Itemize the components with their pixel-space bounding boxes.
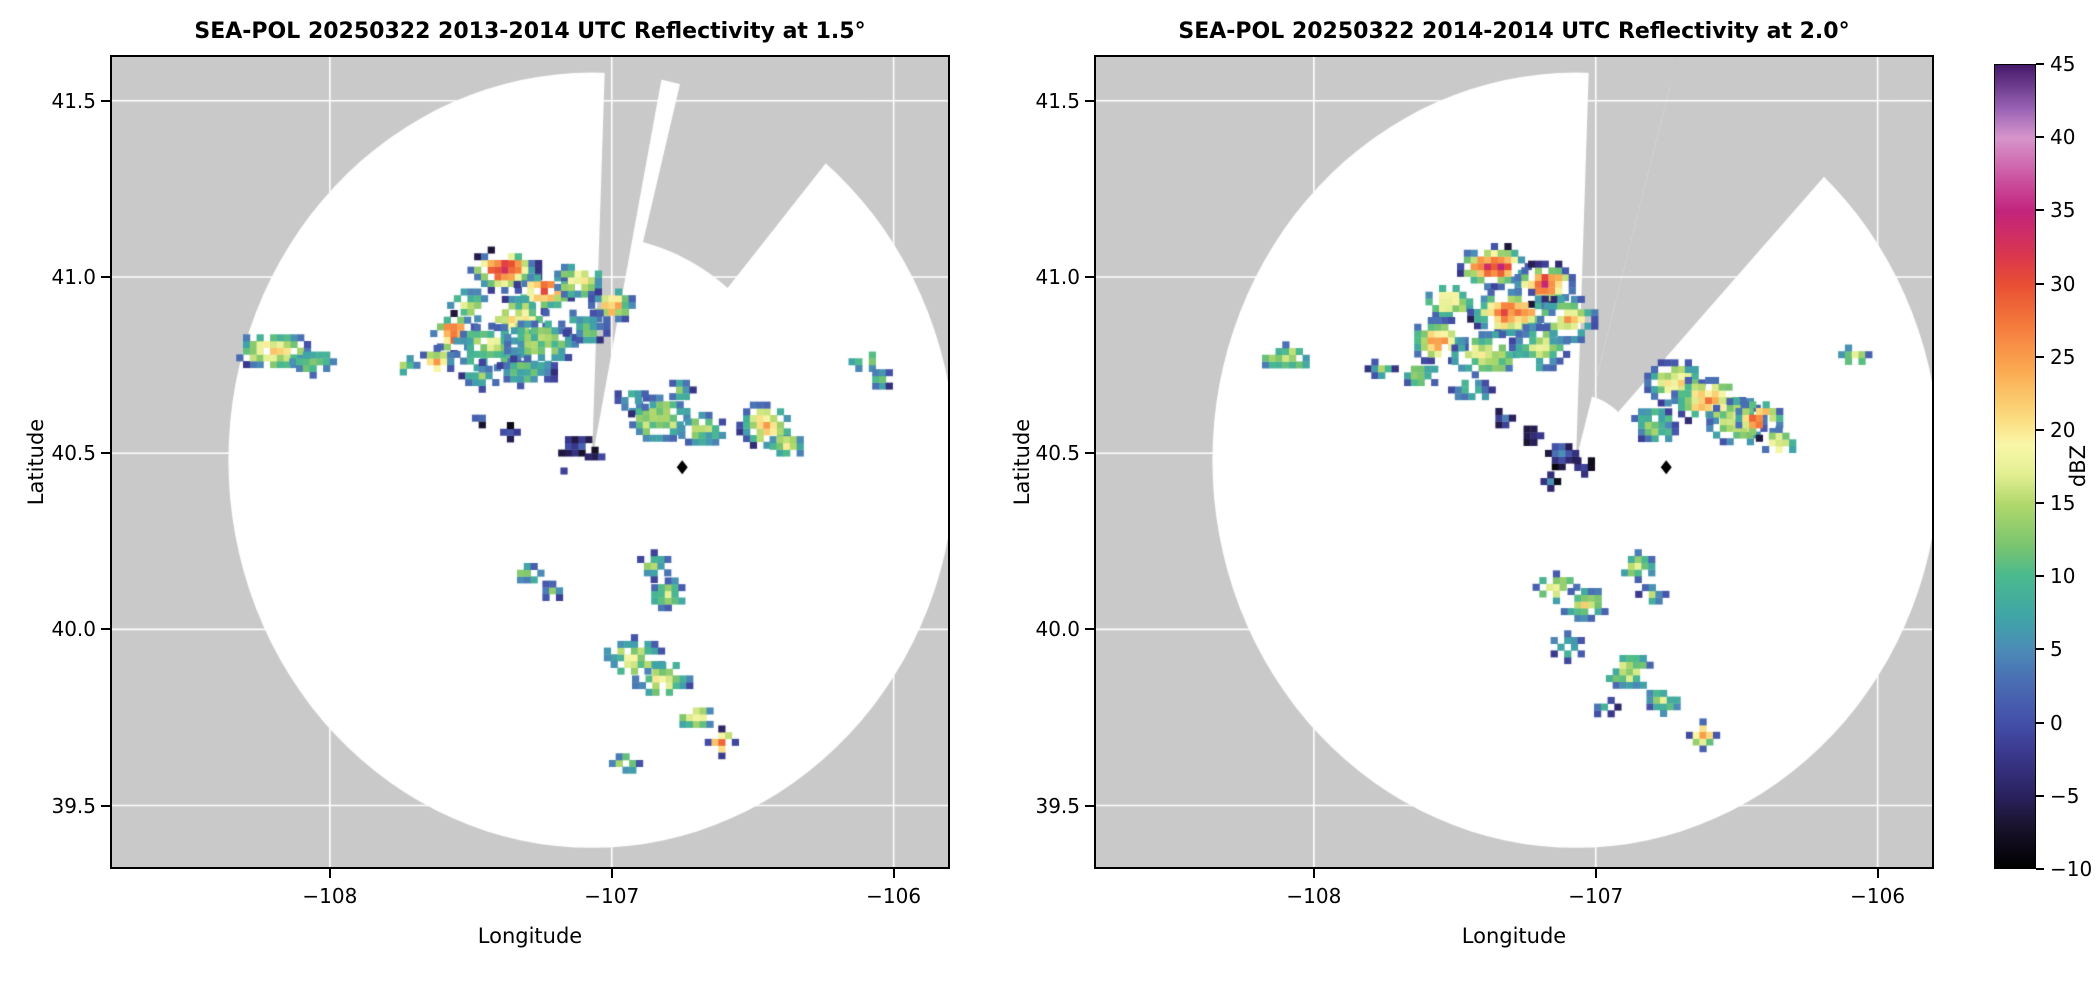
colorbar-tick-label: 10 [2050, 564, 2076, 589]
y-tick-mark [101, 452, 110, 455]
colorbar-tick-mark [2036, 209, 2044, 212]
x-tick-label: −108 [302, 884, 358, 908]
colorbar-tick-label: 40 [2050, 125, 2076, 150]
colorbar-tick-mark [2036, 794, 2044, 797]
colorbar-tick-mark [2036, 502, 2044, 505]
colorbar-tick-mark [2036, 721, 2044, 724]
panel-title-left: SEA-POL 20250322 2013-2014 UTC Reflectiv… [194, 19, 866, 44]
y-tick-mark [101, 276, 110, 278]
dbz-colorbar [1994, 64, 2036, 869]
x-tick-label: −107 [1568, 884, 1624, 908]
x-tick-mark [610, 869, 613, 878]
colorbar-tick-mark [2036, 648, 2044, 651]
colorbar-tick-mark [2036, 136, 2044, 139]
y-tick-mark [1085, 804, 1094, 807]
x-axis-label-left: Longitude [477, 924, 583, 948]
x-tick-label: −106 [866, 884, 922, 908]
x-tick-mark [1594, 869, 1597, 878]
y-tick-mark [1085, 276, 1094, 278]
colorbar-tick-mark [2036, 63, 2044, 65]
x-axis-label-right: Longitude [1461, 924, 1567, 948]
y-tick-label: 39.5 [51, 793, 96, 818]
colorbar-tick-label: 0 [2050, 710, 2063, 735]
colorbar-tick-label: 30 [2050, 271, 2076, 296]
colorbar-tick-mark [2036, 282, 2044, 285]
x-tick-label: −108 [1286, 884, 1342, 908]
colorbar-tick-mark [2036, 868, 2044, 870]
radar-plot-canvas-left [110, 55, 950, 869]
colorbar-tick-mark [2036, 575, 2044, 578]
y-tick-mark [1085, 452, 1094, 455]
y-tick-label: 40.5 [51, 441, 96, 466]
colorbar-tick-label: 35 [2050, 198, 2076, 223]
y-tick-label: 39.5 [1035, 793, 1080, 818]
colorbar-tick-mark [2036, 355, 2044, 358]
radar-plot-canvas-right [1094, 55, 1934, 869]
y-tick-mark [1085, 99, 1094, 102]
colorbar-tick-label: 5 [2050, 637, 2063, 662]
y-tick-mark [1085, 628, 1094, 631]
colorbar-tick-label: 25 [2050, 344, 2076, 369]
y-tick-label: 40.0 [51, 617, 96, 642]
x-tick-label: −106 [1850, 884, 1906, 908]
y-tick-label: 41.5 [1035, 88, 1080, 113]
x-tick-mark [1312, 869, 1315, 878]
colorbar-tick-label: 15 [2050, 491, 2076, 516]
colorbar-tick-label: 45 [2050, 52, 2076, 76]
x-tick-mark [328, 869, 331, 878]
colorbar-label: dBZ [2066, 444, 2090, 488]
y-tick-label: 40.0 [1035, 617, 1080, 642]
y-tick-mark [101, 99, 110, 102]
x-tick-label: −107 [584, 884, 640, 908]
colorbar-tick-label: −5 [2050, 783, 2080, 808]
colorbar-tick-label: 20 [2050, 417, 2076, 442]
y-tick-label: 41.0 [1035, 265, 1080, 289]
y-tick-label: 40.5 [1035, 441, 1080, 466]
colorbar-tick-mark [2036, 428, 2044, 431]
y-tick-mark [101, 804, 110, 807]
x-tick-mark [892, 869, 895, 878]
x-tick-mark [1876, 869, 1879, 878]
y-tick-label: 41.0 [51, 265, 96, 289]
panel-title-right: SEA-POL 20250322 2014-2014 UTC Reflectiv… [1178, 19, 1850, 44]
colorbar-tick-label: −10 [2050, 857, 2093, 881]
y-tick-mark [101, 628, 110, 631]
y-tick-label: 41.5 [51, 88, 96, 113]
